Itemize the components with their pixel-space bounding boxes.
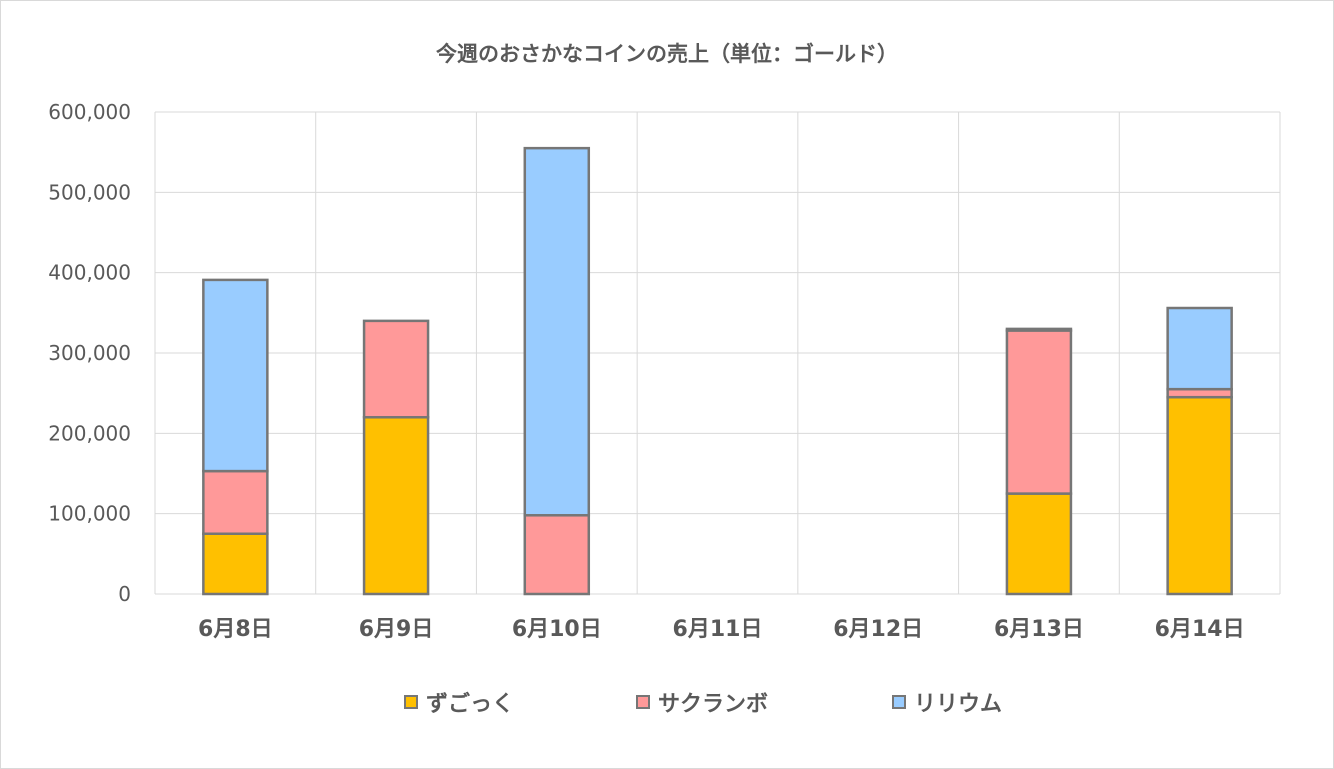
bar-segment (362, 416, 430, 596)
x-tick-label: 6月11日 (673, 617, 763, 642)
grid (154, 111, 1281, 595)
legend-item-0: ずごっく (404, 686, 514, 718)
bar-segment (523, 514, 591, 596)
y-tick-label: 300,000 (48, 341, 131, 365)
bar-segment (523, 146, 591, 517)
y-tick-labels: 0 100,000 200,000 300,000 400,000 500,000 600,… (48, 100, 131, 606)
x-tick-label: 6月8日 (198, 617, 273, 642)
y-tick-label: 100,000 (48, 502, 131, 526)
x-tick-label: 6月13日 (994, 617, 1084, 642)
y-tick-label: 400,000 (48, 261, 131, 285)
x-tick-label: 6月12日 (833, 617, 923, 642)
bar-segment (362, 319, 430, 419)
legend-swatch-2 (892, 695, 906, 709)
bar-segment (202, 532, 269, 596)
legend: ずごっく サクランボ リリウム (0, 686, 1334, 718)
legend-item-1: サクランボ (636, 686, 768, 718)
bar-segment (202, 278, 269, 473)
bar-segment (1005, 327, 1073, 332)
y-tick-label: 600,000 (48, 100, 131, 124)
bar-segment (1005, 492, 1073, 596)
legend-label-2: リリウム (914, 692, 1003, 717)
y-tick-label: 200,000 (48, 421, 131, 445)
x-tick-label: 6月10日 (512, 617, 602, 642)
legend-label-1: サクランボ (658, 692, 769, 717)
bar-segment (1166, 306, 1233, 391)
legend-swatch-0 (404, 695, 418, 709)
legend-label-0: ずごっく (426, 692, 515, 717)
y-tick-label: 500,000 (48, 180, 131, 204)
x-tick-label: 6月14日 (1155, 617, 1245, 642)
bars (202, 146, 1233, 596)
bar-segment (1005, 329, 1073, 495)
legend-item-2: リリウム (892, 686, 1002, 718)
x-tick-labels: 6月8日 6月9日 6月10日 6月11日 6月12日 6月13日 6月14日 (198, 617, 1245, 642)
legend-swatch-1 (636, 695, 650, 709)
bar-segment (202, 469, 269, 535)
y-tick-label: 0 (118, 582, 131, 606)
bar-segment (1166, 395, 1233, 596)
chart-title: 今週のおさかなコインの売上（単位：ゴールド） (436, 42, 898, 66)
x-tick-label: 6月9日 (359, 617, 434, 642)
